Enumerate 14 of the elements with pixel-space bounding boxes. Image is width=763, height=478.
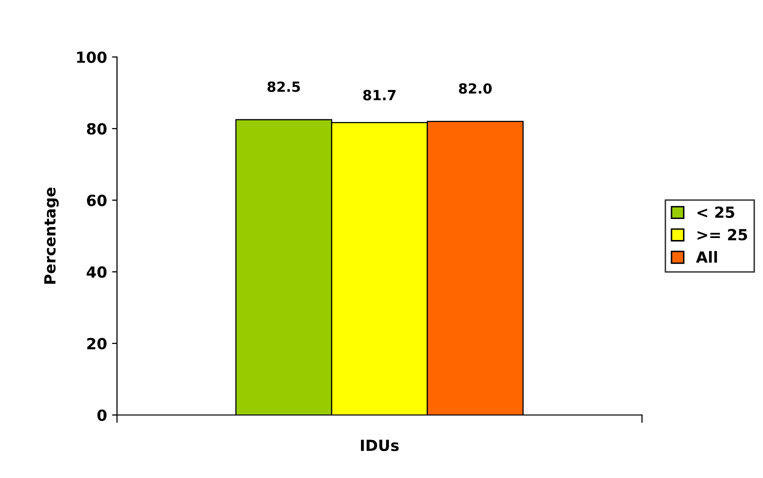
data-label: 82.5 bbox=[267, 81, 300, 92]
y-tick-label: 80 bbox=[86, 123, 107, 135]
legend-label: >= 25 bbox=[698, 228, 748, 240]
data-label: 81.7 bbox=[363, 90, 396, 100]
y-tick-label: 100 bbox=[77, 51, 107, 64]
x-axis-title: IDUs bbox=[360, 440, 399, 452]
y-axis-title: Percentage bbox=[44, 188, 59, 284]
data-label: 82.0 bbox=[458, 83, 492, 94]
y-tick-label: 40 bbox=[86, 266, 107, 278]
legend-label: < 25 bbox=[698, 206, 734, 218]
y-tick-label: 0 bbox=[97, 409, 107, 422]
y-tick-label: 60 bbox=[86, 194, 107, 206]
legend-label: All bbox=[696, 251, 717, 263]
y-tick-label: 20 bbox=[87, 338, 107, 350]
